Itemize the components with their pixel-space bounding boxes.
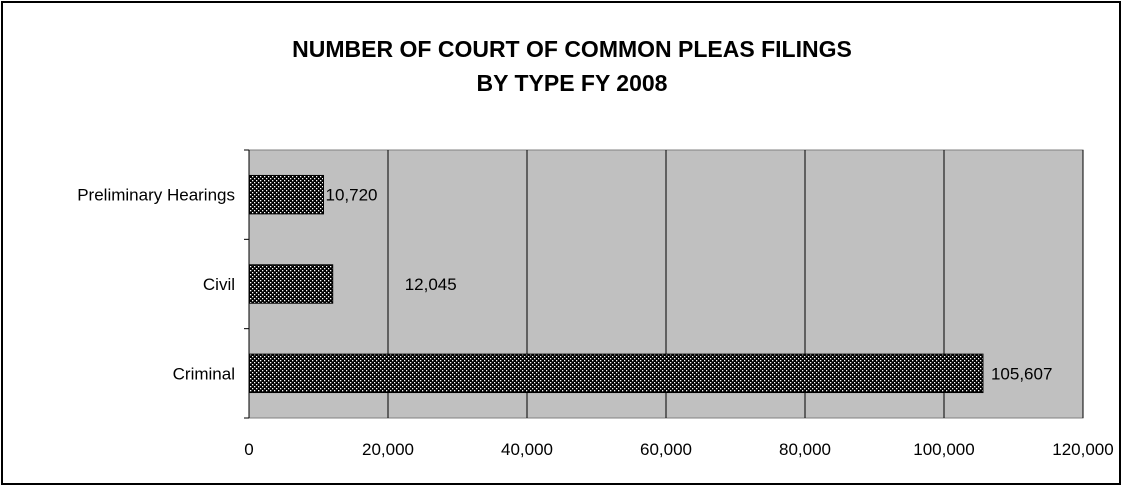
x-tick-label: 80,000 <box>779 440 831 459</box>
category-label: Civil <box>203 275 235 294</box>
x-tick-label: 0 <box>244 440 253 459</box>
bar <box>248 174 325 215</box>
x-tick-label: 120,000 <box>1052 440 1113 459</box>
x-tick-label: 20,000 <box>362 440 414 459</box>
bar <box>248 264 334 304</box>
data-label: 105,607 <box>991 364 1052 383</box>
category-label: Preliminary Hearings <box>77 186 235 205</box>
axes <box>244 149 250 419</box>
x-tick-label: 60,000 <box>640 440 692 459</box>
chart-subtitle: BY TYPE FY 2008 <box>477 70 668 96</box>
x-tick-label: 40,000 <box>501 440 553 459</box>
data-label: 10,720 <box>326 186 378 205</box>
bars <box>248 174 984 394</box>
x-tick-label: 100,000 <box>913 440 974 459</box>
labels: 0 20,000 40,000 60,000 80,000 100,000 120,000 P… <box>77 186 1114 459</box>
chart-title: NUMBER OF COURT OF COMMON PLEAS FILINGS <box>292 36 852 62</box>
data-label: 12,045 <box>405 275 457 294</box>
bar <box>248 353 984 394</box>
category-label: Criminal <box>173 364 235 383</box>
